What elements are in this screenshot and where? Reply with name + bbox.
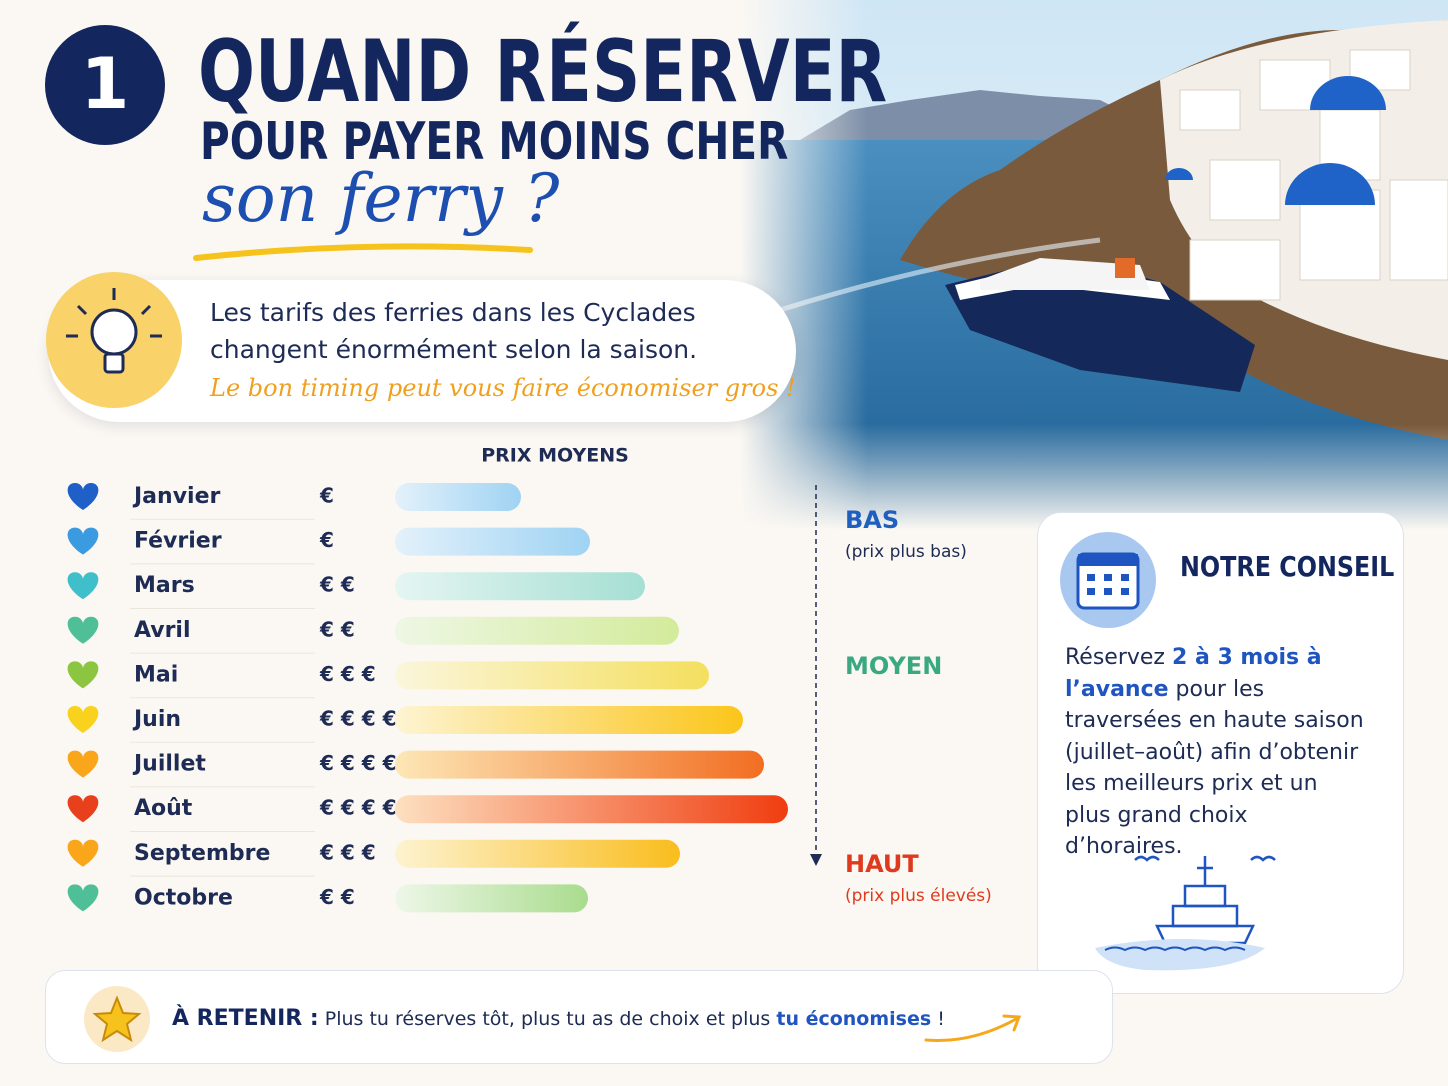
month-label: Avril [134,618,191,643]
month-label: Septembre [134,841,270,866]
advice-text-end: pour les traversées en haute saison (jui… [1065,676,1364,860]
price-label: € € € [319,840,376,864]
scale-mid: MOYEN [845,652,942,680]
price-label: € [319,528,334,552]
price-chart: PRIX MOYENS BAS (prix plus bas) MOYEN HA… [67,445,992,913]
heart-icon [67,884,99,912]
month-label: Octobre [134,885,233,910]
bar [395,750,764,779]
badge-number: 1 [81,43,130,125]
bar [395,795,788,824]
heart-icon [67,839,99,867]
price-label: € € [319,573,355,597]
price-label: € € € € [319,707,397,731]
footer-end: ! [937,1008,945,1030]
scale-high-note: (prix plus élevés) [845,886,992,906]
heart-icon [67,750,99,778]
heart-icon [67,572,99,600]
bulb-icon [46,272,182,408]
advice-text: Réservez 2 à 3 mois à l’avance pour les … [1065,642,1365,863]
advice-text-start: Réservez [1065,645,1172,670]
month-label: Mars [134,573,195,598]
bar [395,661,709,690]
ship-icon [1095,855,1276,971]
bar [395,483,521,511]
heart-icon [67,483,99,510]
scale-high: HAUT [845,850,919,878]
heart-icon [67,527,99,555]
bar [395,572,645,601]
scale-low: BAS [845,506,899,534]
subtitle: POUR PAYER MOINS CHER [200,112,789,172]
price-label: € € [319,617,355,641]
footer-label: À RETENIR : [172,1006,319,1031]
scale-low-note: (prix plus bas) [845,542,967,562]
intro-tagline: Le bon timing peut vous faire économiser… [210,374,796,402]
heart-icon [67,616,99,644]
bar [395,839,680,868]
advice-title: NOTRE CONSEIL [1180,550,1395,583]
month-label: Mai [134,662,178,687]
heart-icon [67,706,99,733]
advice-emphasis: 2 à 3 mois à l’avance [1065,645,1322,702]
underline [193,243,533,261]
month-label: Février [134,529,222,554]
footer-text: À RETENIR : Plus tu réserves tôt, plus t… [172,1004,945,1034]
intro-text: Les tarifs des ferries dans les Cyclades… [210,298,698,364]
island-illustration [740,0,1448,530]
heart-icon [67,661,99,689]
bar [395,884,588,913]
price-label: € € € [319,662,376,686]
heart-icon [67,795,99,823]
title: QUAND RÉSERVER [198,22,888,122]
bar [395,527,590,556]
footer-arrow [924,1014,1022,1042]
price-label: € [319,484,334,508]
step-badge: 1 [45,25,165,145]
script-title: son ferry ? [202,160,560,237]
footer-body: Plus tu réserves tôt, plus tu as de choi… [324,1008,771,1030]
month-label: Août [134,796,193,821]
month-label: Juin [132,707,181,732]
bar [395,706,743,734]
month-label: Juillet [132,752,206,777]
footer-emphasis: tu économises [776,1008,932,1030]
scale-arrowhead [810,854,822,866]
price-label: € € [319,885,355,909]
month-label: Janvier [132,484,220,509]
chart-title: PRIX MOYENS [481,445,629,467]
calendar-icon [1060,532,1156,628]
footer-card [45,970,1113,1064]
star-icon [84,986,150,1052]
bar [395,616,679,645]
